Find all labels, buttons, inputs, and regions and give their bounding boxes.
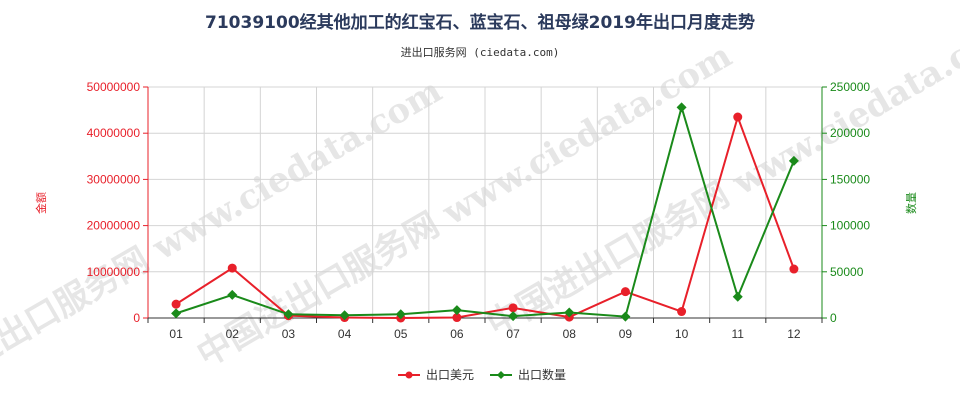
left-tick-label: 50000000	[87, 80, 141, 94]
right-tick-label: 150000	[830, 172, 870, 186]
series-1-point	[171, 299, 181, 309]
x-tick-label: 03	[282, 327, 296, 341]
right-axis-label: 数量	[905, 192, 918, 214]
chart-title: 71039100经其他加工的红宝石、蓝宝石、祖母绿2019年出口月度走势	[205, 12, 755, 33]
legend-swatch-marker	[497, 371, 505, 379]
left-tick-label: 0	[133, 311, 140, 325]
x-tick-label: 11	[732, 327, 745, 341]
right-axis-ticks: 0 50000 100000 150000 200000 250000	[822, 80, 870, 325]
left-tick-label: 10000000	[87, 265, 141, 279]
series-2-point	[283, 309, 294, 320]
grid-lines	[147, 86, 823, 319]
left-axis-ticks: 0 10000000 20000000 30000000 40000000 5000000…	[87, 80, 148, 325]
right-tick-label: 200000	[830, 126, 870, 140]
series-2-point	[620, 311, 631, 322]
right-tick-label: 50000	[830, 265, 864, 279]
right-tick-label: 250000	[830, 80, 870, 94]
series-1-point	[620, 287, 630, 297]
x-tick-label: 07	[506, 327, 520, 341]
series-1-point	[452, 313, 462, 323]
series-1-point	[508, 303, 518, 313]
series-1-point	[733, 112, 743, 122]
series-2-point	[508, 311, 519, 322]
series-2-point	[339, 310, 350, 321]
series-1-point	[227, 263, 237, 273]
x-tick-label: 09	[619, 327, 633, 341]
series-1-point	[789, 264, 799, 274]
series-2-point	[732, 291, 743, 302]
series-2-point	[564, 307, 575, 318]
left-tick-label: 20000000	[87, 219, 141, 233]
right-tick-label: 0	[830, 311, 837, 325]
x-axis-ticks: 01 02 03 04 05 06 07 08 09 10 11 12	[147, 318, 823, 341]
series-2-point	[451, 305, 462, 316]
chart-subtitle: 进出口服务网 (ciedata.com)	[401, 45, 560, 59]
x-tick-label: 01	[169, 327, 183, 341]
x-tick-label: 12	[787, 327, 801, 341]
left-tick-label: 30000000	[87, 172, 141, 186]
x-tick-label: 05	[394, 327, 408, 341]
series-2-point	[395, 309, 406, 320]
x-tick-label: 06	[450, 327, 464, 341]
legend-label-1: 出口美元	[426, 368, 474, 382]
series-2-point	[227, 289, 238, 300]
left-axis-label: 金额	[34, 192, 48, 214]
series-2-point	[676, 102, 687, 113]
legend-swatch-marker	[405, 371, 413, 379]
right-tick-label: 100000	[830, 219, 870, 233]
legend[interactable]: 出口美元 出口数量	[398, 367, 566, 382]
series-2-point	[788, 155, 799, 166]
series-layer	[171, 102, 799, 323]
series-1-point	[677, 307, 687, 317]
x-tick-label: 10	[675, 327, 689, 341]
x-tick-label: 02	[226, 327, 240, 341]
series-line-2	[175, 103, 795, 318]
x-tick-label: 08	[563, 327, 577, 341]
legend-label-2: 出口数量	[518, 367, 566, 382]
left-tick-label: 40000000	[87, 126, 141, 140]
series-2-point	[171, 308, 182, 319]
x-tick-label: 04	[338, 327, 352, 341]
